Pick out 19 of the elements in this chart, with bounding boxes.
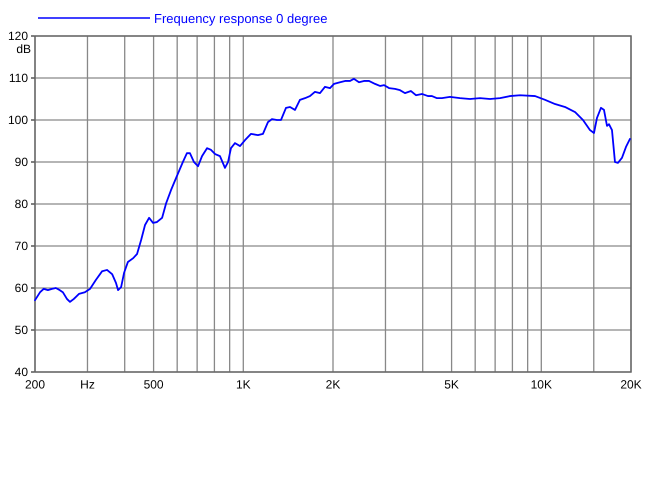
y-tick-label: 40 — [14, 364, 28, 379]
text: Frequency response 0 degree — [154, 11, 328, 26]
x-tick-label: 200 — [24, 378, 46, 392]
y-tick-label: 50 — [14, 322, 28, 337]
x-tick-label: 20K — [620, 378, 642, 392]
x-tick-label: 10K — [530, 378, 552, 392]
x-tick-label: 2K — [326, 378, 340, 392]
y-axis-title: dB — [16, 42, 31, 56]
x-tick-label: 500 — [144, 378, 164, 392]
x-tick-label: Hz — [80, 378, 95, 392]
y-tick-label: 80 — [14, 196, 28, 211]
y-tick-label: 70 — [14, 238, 28, 253]
y-tick-label: 120 — [8, 28, 28, 43]
y-tick-label: 110 — [8, 70, 28, 85]
x-tick-label: 5K — [444, 378, 459, 392]
y-tick-label: 100 — [8, 112, 28, 127]
x-tick-label: 1K — [236, 378, 251, 392]
y-tick-label: 60 — [14, 280, 28, 295]
y-tick-label: 90 — [14, 154, 28, 169]
